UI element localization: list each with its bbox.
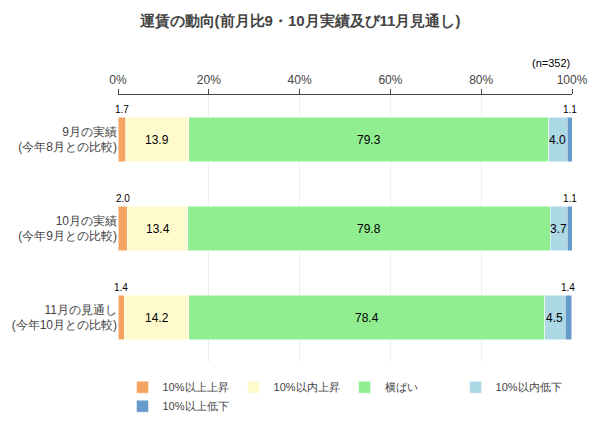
- svg-text:1.7: 1.7: [115, 104, 129, 115]
- svg-text:横ばい: 横ばい: [385, 381, 418, 393]
- svg-text:13.4: 13.4: [146, 222, 170, 236]
- svg-text:4.0: 4.0: [549, 133, 566, 147]
- svg-text:9月の実績(今年8月との比較): 9月の実績(今年8月との比較): [18, 125, 117, 155]
- svg-text:13.9: 13.9: [145, 133, 169, 147]
- svg-text:0%: 0%: [109, 73, 127, 87]
- svg-text:運賃の動向(前月比9・10月実績及び11月見通し): 運賃の動向(前月比9・10月実績及び11月見通し): [139, 12, 461, 29]
- svg-text:(n=352): (n=352): [532, 57, 570, 69]
- svg-text:4.5: 4.5: [546, 311, 563, 325]
- svg-text:14.2: 14.2: [145, 311, 169, 325]
- svg-text:10%以上上昇: 10%以上上昇: [163, 381, 229, 393]
- svg-text:78.4: 78.4: [355, 311, 379, 325]
- svg-text:79.3: 79.3: [357, 133, 381, 147]
- svg-text:11月の見通し(今年10月との比較): 11月の見通し(今年10月との比較): [12, 303, 117, 333]
- svg-text:1.4: 1.4: [114, 282, 128, 293]
- svg-text:10%以内低下: 10%以内低下: [496, 381, 562, 393]
- svg-text:1.1: 1.1: [563, 193, 577, 204]
- svg-text:60%: 60%: [378, 73, 402, 87]
- svg-text:1.1: 1.1: [563, 104, 577, 115]
- svg-text:20%: 20%: [197, 73, 221, 87]
- svg-text:80%: 80%: [469, 73, 493, 87]
- svg-text:2.0: 2.0: [116, 193, 130, 204]
- svg-text:10%以上低下: 10%以上低下: [163, 400, 229, 412]
- svg-text:1.4: 1.4: [561, 282, 575, 293]
- svg-text:10%以内上昇: 10%以内上昇: [274, 381, 340, 393]
- svg-text:40%: 40%: [288, 73, 312, 87]
- svg-text:79.8: 79.8: [357, 222, 381, 236]
- svg-text:3.7: 3.7: [550, 222, 567, 236]
- svg-text:10月の実績(今年9月との比較): 10月の実績(今年9月との比較): [18, 214, 117, 244]
- svg-text:100%: 100%: [557, 73, 588, 87]
